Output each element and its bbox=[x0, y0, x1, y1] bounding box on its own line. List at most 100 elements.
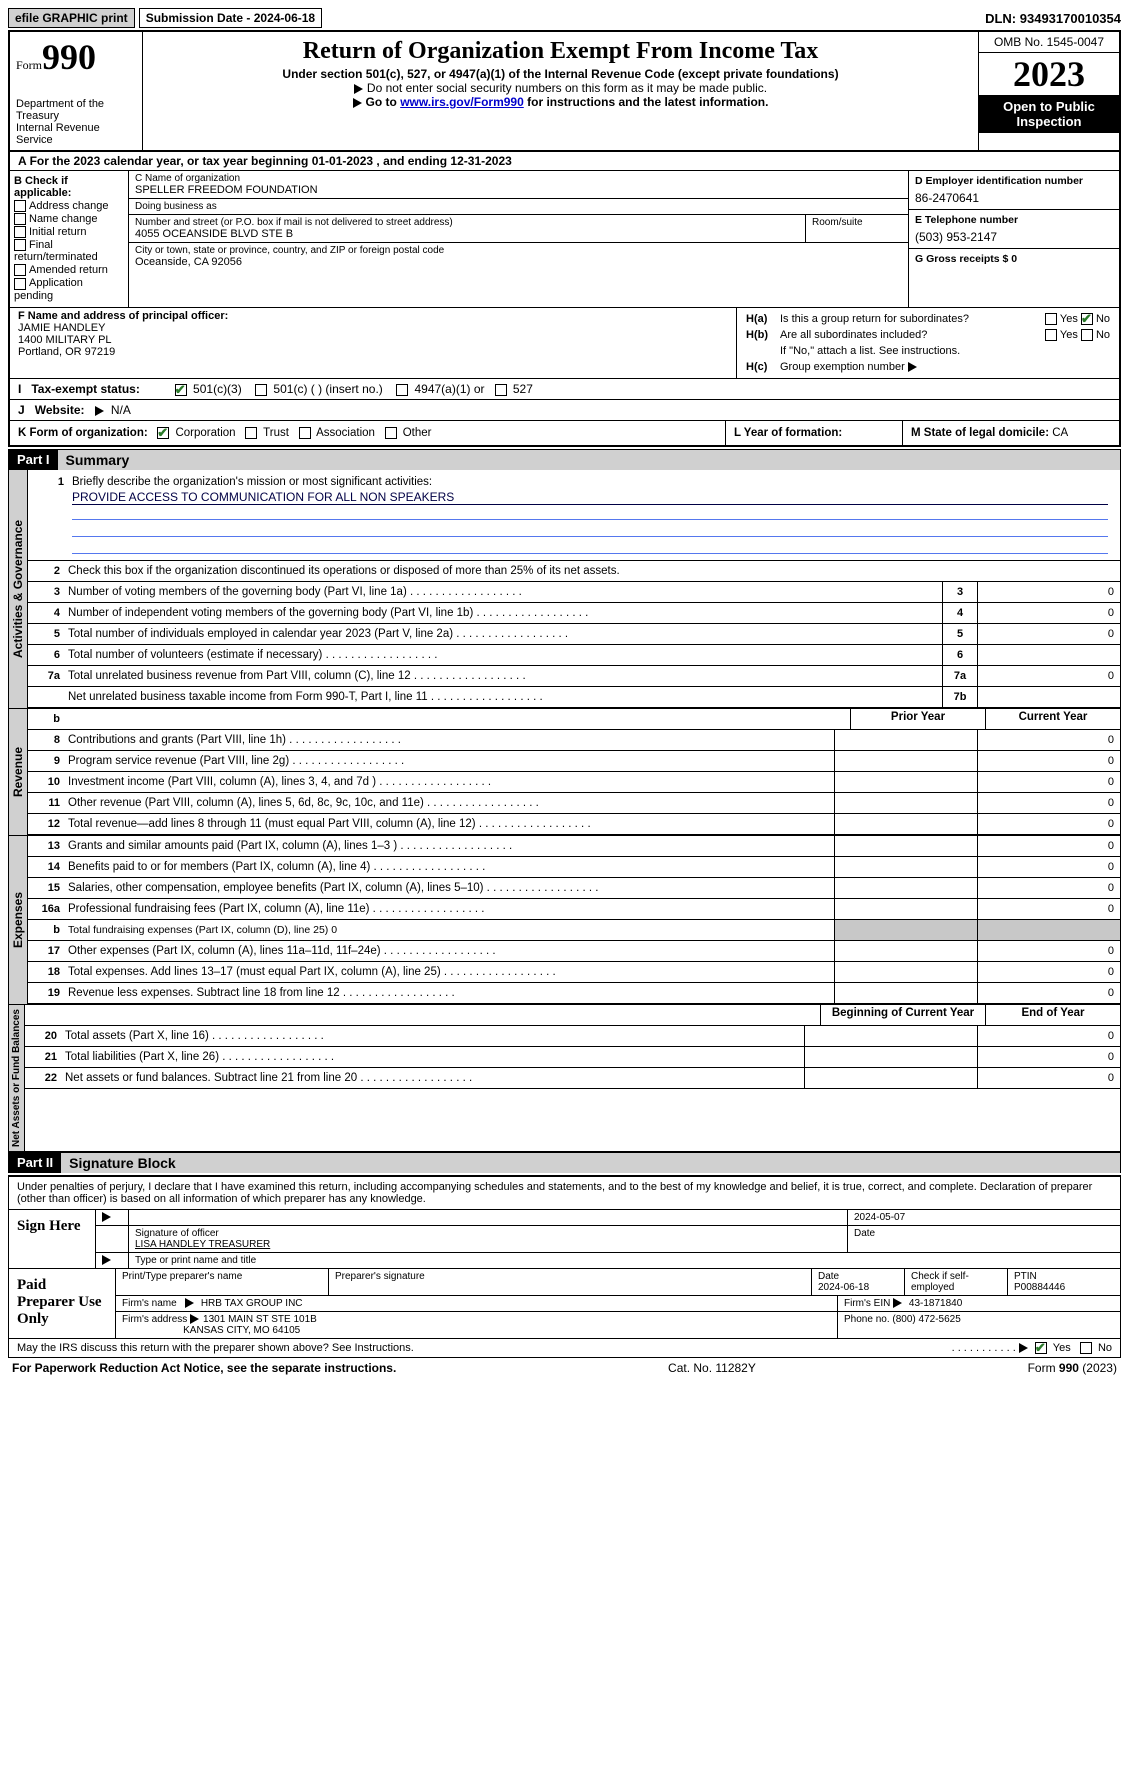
part-i-expenses: Expenses 13Grants and similar amounts pa… bbox=[8, 836, 1121, 1005]
chk-corporation bbox=[157, 427, 169, 439]
cat-no: Cat. No. 11282Y bbox=[668, 1361, 756, 1375]
vlabel-netassets: Net Assets or Fund Balances bbox=[9, 1005, 25, 1151]
chk-final-return[interactable]: Final return/terminated bbox=[14, 239, 124, 263]
org-name: SPELLER FREEDOM FOUNDATION bbox=[135, 184, 902, 196]
summary-line: 8Contributions and grants (Part VIII, li… bbox=[28, 730, 1120, 751]
submission-date-box: Submission Date - 2024-06-18 bbox=[139, 8, 322, 28]
vlabel-revenue: Revenue bbox=[9, 709, 28, 835]
form-title: Return of Organization Exempt From Incom… bbox=[149, 38, 972, 65]
top-bar: efile GRAPHIC print Submission Date - 20… bbox=[8, 8, 1121, 28]
city-state-zip: Oceanside, CA 92056 bbox=[135, 256, 902, 268]
sig-date: 2024-05-07 bbox=[848, 1210, 1120, 1225]
dept-treasury: Department of the Treasury Internal Reve… bbox=[16, 98, 136, 146]
chk-app-pending[interactable]: Application pending bbox=[14, 277, 124, 301]
summary-line: bTotal fundraising expenses (Part IX, co… bbox=[28, 920, 1120, 941]
summary-line: 3Number of voting members of the governi… bbox=[28, 582, 1120, 603]
part-i-summary: Activities & Governance 1Briefly describ… bbox=[8, 470, 1121, 709]
ein: 86-2470641 bbox=[915, 187, 1113, 205]
phone: (503) 953-2147 bbox=[915, 226, 1113, 244]
paid-preparer-label: Paid Preparer Use Only bbox=[9, 1269, 116, 1338]
summary-line: 14Benefits paid to or for members (Part … bbox=[28, 857, 1120, 878]
box-d-e-g: D Employer identification number 86-2470… bbox=[909, 171, 1119, 307]
row-k-l-m: K Form of organization: Corporation Trus… bbox=[10, 420, 1119, 445]
summary-line: 12Total revenue—add lines 8 through 11 (… bbox=[28, 814, 1120, 835]
part-i-revenue: Revenue bPrior YearCurrent Year 8Contrib… bbox=[8, 709, 1121, 836]
chk-amended[interactable]: Amended return bbox=[14, 264, 124, 276]
arrow-icon bbox=[893, 1298, 902, 1308]
summary-line: 18Total expenses. Add lines 13–17 (must … bbox=[28, 962, 1120, 983]
firm-addr2: KANSAS CITY, MO 64105 bbox=[183, 1325, 300, 1336]
page-footer: For Paperwork Reduction Act Notice, see … bbox=[8, 1358, 1121, 1378]
summary-line: 22Net assets or fund balances. Subtract … bbox=[25, 1068, 1120, 1089]
row-f-h: F Name and address of principal officer:… bbox=[10, 307, 1119, 378]
chk-address-change[interactable]: Address change bbox=[14, 200, 124, 212]
sign-here-label: Sign Here bbox=[9, 1210, 96, 1268]
part-ii-header: Part II Signature Block bbox=[8, 1152, 1121, 1173]
signature-block: Under penalties of perjury, I declare th… bbox=[8, 1175, 1121, 1358]
summary-line: 19Revenue less expenses. Subtract line 1… bbox=[28, 983, 1120, 1004]
form-header: Form990 Department of the Treasury Inter… bbox=[10, 32, 1119, 152]
tax-year: 2023 bbox=[979, 53, 1119, 95]
officer-name: JAMIE HANDLEY bbox=[18, 322, 728, 334]
website-val: N/A bbox=[111, 403, 131, 417]
prep-date: 2024-06-18 bbox=[818, 1282, 869, 1293]
arrow-icon bbox=[185, 1298, 194, 1308]
irs-link[interactable]: www.irs.gov/Form990 bbox=[400, 95, 524, 109]
ha-no-checked bbox=[1081, 313, 1093, 325]
row-j: J Website: N/A bbox=[10, 399, 1119, 420]
summary-line: 6Total number of volunteers (estimate if… bbox=[28, 645, 1120, 666]
box-f: F Name and address of principal officer:… bbox=[10, 308, 737, 378]
arrow-icon bbox=[102, 1212, 111, 1222]
chk-name-change[interactable]: Name change bbox=[14, 213, 124, 225]
summary-line: 4Number of independent voting members of… bbox=[28, 603, 1120, 624]
firm-ein: 43-1871840 bbox=[909, 1298, 962, 1309]
box-b: B Check if applicable: Address change Na… bbox=[10, 171, 129, 307]
arrow-icon bbox=[908, 362, 917, 372]
vlabel-expenses: Expenses bbox=[9, 836, 28, 1004]
part-i-netassets: Net Assets or Fund Balances Beginning of… bbox=[8, 1005, 1121, 1152]
section-b-to-g: B Check if applicable: Address change Na… bbox=[10, 171, 1119, 307]
gross-receipts: G Gross receipts $ 0 bbox=[915, 253, 1113, 265]
firm-addr1: 1301 MAIN ST STE 101B bbox=[203, 1314, 317, 1325]
summary-line: 10Investment income (Part VIII, column (… bbox=[28, 772, 1120, 793]
room-suite: Room/suite bbox=[806, 215, 908, 242]
street: 4055 OCEANSIDE BLVD STE B bbox=[135, 228, 799, 240]
discuss-yes-checked bbox=[1035, 1342, 1047, 1354]
box-c: C Name of organization SPELLER FREEDOM F… bbox=[129, 171, 909, 307]
arrow-icon bbox=[95, 406, 104, 416]
summary-line: 17Other expenses (Part IX, column (A), l… bbox=[28, 941, 1120, 962]
firm-phone: (800) 472-5625 bbox=[892, 1314, 960, 1325]
mission-text: PROVIDE ACCESS TO COMMUNICATION FOR ALL … bbox=[72, 490, 1108, 505]
summary-line: 21Total liabilities (Part X, line 26)0 bbox=[25, 1047, 1120, 1068]
summary-line: 15Salaries, other compensation, employee… bbox=[28, 878, 1120, 899]
summary-line: 5Total number of individuals employed in… bbox=[28, 624, 1120, 645]
form-outer: Form990 Department of the Treasury Inter… bbox=[8, 30, 1121, 447]
summary-line: 9Program service revenue (Part VIII, lin… bbox=[28, 751, 1120, 772]
chk-initial-return[interactable]: Initial return bbox=[14, 226, 124, 238]
arrow-icon bbox=[354, 84, 363, 94]
perjury-declaration: Under penalties of perjury, I declare th… bbox=[9, 1177, 1120, 1209]
ptin: P00884446 bbox=[1014, 1282, 1065, 1293]
omb-number: OMB No. 1545-0047 bbox=[979, 32, 1119, 53]
chk-501c3 bbox=[175, 384, 187, 396]
line-a-tax-year: A For the 2023 calendar year, or tax yea… bbox=[10, 152, 1119, 171]
summary-line: 20Total assets (Part X, line 16)0 bbox=[25, 1026, 1120, 1047]
summary-line: 16aProfessional fundraising fees (Part I… bbox=[28, 899, 1120, 920]
box-h: H(a)Is this a group return for subordina… bbox=[737, 308, 1119, 378]
arrow-icon bbox=[1019, 1343, 1028, 1353]
dln: DLN: 93493170010354 bbox=[985, 11, 1121, 26]
firm-name: HRB TAX GROUP INC bbox=[201, 1298, 303, 1309]
part-i-header: Part I Summary bbox=[8, 449, 1121, 470]
arrow-icon bbox=[353, 98, 362, 108]
summary-line: 13Grants and similar amounts paid (Part … bbox=[28, 836, 1120, 857]
vlabel-governance: Activities & Governance bbox=[9, 470, 28, 708]
arrow-icon bbox=[102, 1255, 111, 1265]
summary-line: 11Other revenue (Part VIII, column (A), … bbox=[28, 793, 1120, 814]
arrow-icon bbox=[190, 1314, 199, 1324]
summary-line: Net unrelated business taxable income fr… bbox=[28, 687, 1120, 708]
row-i: I Tax-exempt status: 501(c)(3) 501(c) ( … bbox=[10, 378, 1119, 399]
efile-button[interactable]: efile GRAPHIC print bbox=[8, 8, 135, 28]
officer-signed: LISA HANDLEY TREASURER bbox=[135, 1239, 270, 1250]
summary-line: 7aTotal unrelated business revenue from … bbox=[28, 666, 1120, 687]
open-inspection: Open to Public Inspection bbox=[979, 95, 1119, 133]
